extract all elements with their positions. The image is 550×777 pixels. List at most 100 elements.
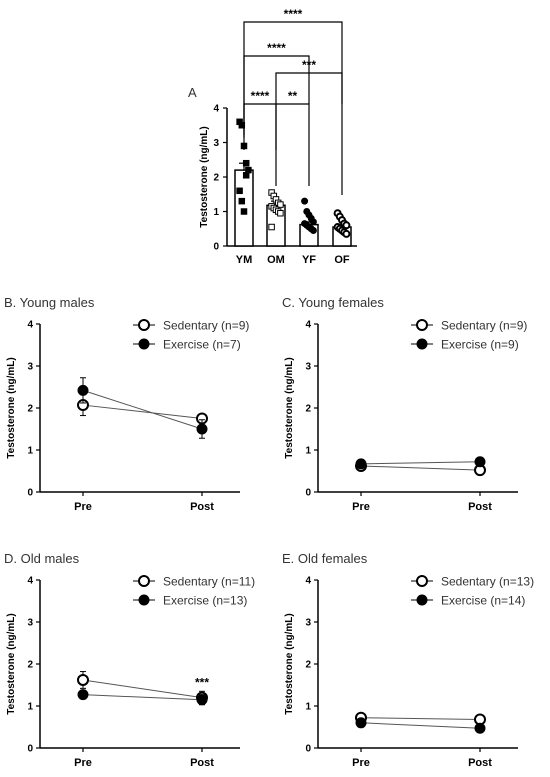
panel-a-y-tick-label: 1 (213, 207, 219, 218)
panel-e-legend-marker (416, 594, 428, 606)
panel-a-bar (234, 169, 254, 247)
panel-a-category-label: OM (267, 254, 285, 266)
panel-d-y-tick-label: 2 (27, 660, 33, 671)
panel-b-y-tick-label: 0 (27, 488, 33, 499)
panel-b-y-tick-label: 2 (27, 404, 33, 415)
panel-d-data-point (196, 694, 208, 706)
panel-c-category-label: Pre (352, 501, 370, 513)
panel-d-series-line (82, 679, 203, 699)
panel-a-data-point (268, 223, 275, 231)
panel-d-y-tick-label: 0 (27, 744, 33, 755)
panel-b-legend-label: Sedentary (n=9) (163, 319, 249, 333)
panel-e-y-tick-label: 2 (305, 660, 311, 671)
panel-b-title: B. Young males (4, 295, 95, 310)
panel-e-title: E. Old females (282, 551, 368, 566)
panel-e-y-tick-label: 0 (305, 744, 311, 755)
panel-d-y-axis-label: Testosterone (ng/mL) (6, 613, 17, 714)
panel-b-y-axis-label: Testosterone (ng/mL) (6, 357, 17, 458)
panel-a-y-tick-label: 2 (213, 173, 219, 184)
panel-b-series-line (82, 389, 203, 430)
panel-a-y-axis-label: Testosterone (ng/mL) (199, 126, 210, 227)
panel-d-significance-label: *** (195, 675, 209, 689)
panel-d-series-line (82, 694, 203, 701)
panel-c-series-line (360, 465, 481, 471)
panel-d-data-point (77, 673, 89, 686)
panel-c-legend-marker (416, 338, 428, 350)
panel-a-data-point (236, 187, 243, 195)
panel-a-y-tick-label: 4 (213, 104, 219, 115)
panel-c-y-tick-label: 4 (305, 320, 311, 331)
panel-e-category-label: Post (468, 757, 492, 769)
panel-c-y-tick-label: 2 (305, 404, 311, 415)
panel-d-y-tick-label: 3 (27, 618, 33, 629)
panel-a-data-point (242, 159, 250, 167)
panel-a-data-point (309, 218, 317, 226)
panel-a-y-tick-label: 3 (213, 138, 219, 149)
panel-a-significance-bracket (243, 103, 277, 150)
panel-a-significance-label: **** (251, 89, 270, 103)
panel-c-y-tick-label: 1 (305, 446, 311, 457)
panel-d-y-tick-label: 1 (27, 702, 33, 713)
panel-e-series-line (360, 717, 481, 720)
panel-a-significance-label: ** (288, 89, 298, 103)
panel-e-data-point (474, 722, 486, 734)
panel-e-data-point (355, 717, 367, 729)
panel-e-series-line (360, 722, 481, 729)
panel-a-significance-bracket (275, 103, 310, 186)
panel-b-y-tick-label: 3 (27, 362, 33, 373)
panel-a-y-tick-label: 0 (213, 242, 219, 253)
panel-b-data-point (77, 384, 89, 396)
panel-b-category-label: Post (190, 501, 214, 513)
panel-e-y-axis-label: Testosterone (ng/mL) (284, 613, 295, 714)
panel-c-legend-marker (416, 319, 428, 331)
panel-b-y-tick-label: 1 (27, 446, 33, 457)
panel-d-y-tick-label: 4 (27, 576, 33, 587)
panel-a-category-label: YM (236, 254, 253, 266)
panel-c-series-line (360, 461, 481, 465)
panel-d-legend-label: Sedentary (n=11) (163, 575, 255, 589)
panel-c-data-point (474, 456, 486, 468)
panel-c-legend-label: Sedentary (n=9) (441, 319, 527, 333)
panel-a-data-point (342, 221, 351, 230)
panel-c-y-tick-label: 3 (305, 362, 311, 373)
panel-b-legend-marker (138, 338, 150, 350)
panel-d-legend-label: Exercise (n=13) (163, 594, 247, 608)
panel-a-significance-label: *** (302, 58, 316, 72)
panel-a-data-point (277, 209, 284, 217)
panel-d-data-point (77, 689, 89, 701)
panel-a-data-point (301, 197, 309, 205)
panel-a-data-point (309, 226, 317, 234)
panel-a-data-point (238, 197, 246, 205)
panel-e-legend-label: Exercise (n=14) (441, 594, 525, 608)
panel-e-legend-label: Sedentary (n=13) (441, 575, 534, 589)
panel-e-y-tick-label: 3 (305, 618, 311, 629)
panel-a-data-point (342, 229, 351, 238)
panel-e-category-label: Pre (352, 757, 370, 769)
panel-d-category-label: Post (190, 757, 214, 769)
panel-c-legend-label: Exercise (n=9) (441, 338, 519, 352)
panel-a-data-point (277, 201, 284, 208)
panel-c-category-label: Post (468, 501, 492, 513)
panel-b-legend-label: Exercise (n=7) (163, 338, 241, 352)
panel-c-y-tick-label: 0 (305, 488, 311, 499)
panel-b-series-line (82, 404, 203, 419)
panel-a-data-point (240, 208, 248, 215)
panel-e-legend-marker (416, 575, 428, 587)
panel-b-legend-marker (138, 319, 150, 331)
panel-d-legend-marker (138, 575, 150, 587)
panel-a-significance-label: **** (267, 41, 286, 55)
panel-c-y-axis-label: Testosterone (ng/mL) (284, 357, 295, 458)
panel-a-significance-label: **** (284, 7, 303, 21)
panel-e-y-tick-label: 4 (305, 576, 311, 587)
panel-e-y-tick-label: 1 (305, 702, 311, 713)
panel-c-title: C. Young females (282, 295, 384, 310)
panel-b-category-label: Pre (74, 501, 92, 513)
panel-b-data-point (196, 423, 208, 435)
panel-d-legend-marker (138, 594, 150, 606)
panel-a-category-label: YF (302, 254, 316, 266)
panel-d-title: D. Old males (4, 551, 80, 566)
panel-a-label: A (188, 85, 197, 100)
panel-a-data-point (242, 172, 250, 179)
panel-d-category-label: Pre (74, 757, 92, 769)
